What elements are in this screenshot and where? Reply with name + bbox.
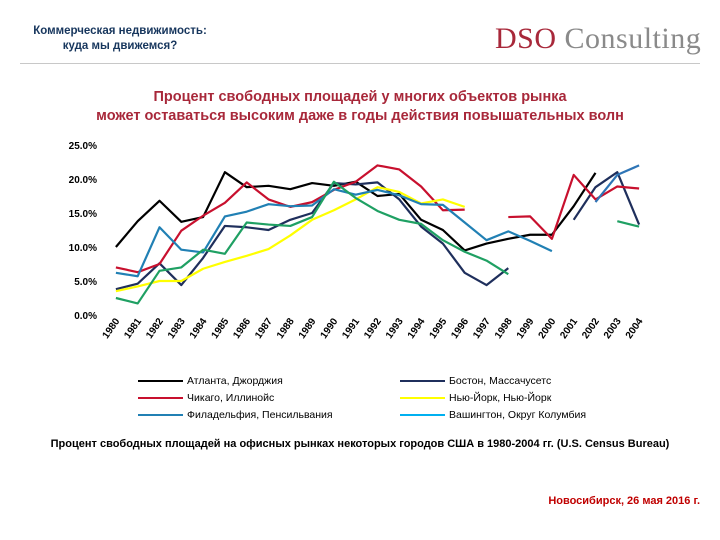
x-tick-label: 1998	[493, 316, 515, 341]
legend-label: Атланта, Джорджия	[187, 374, 283, 387]
legend-entry: Чикаго, Иллинойс	[138, 389, 333, 406]
x-tick-label: 1990	[319, 316, 341, 341]
x-tick-label: 1995	[428, 316, 450, 341]
x-tick-label: 1991	[340, 316, 362, 341]
subtitle-line-1: Коммерческая недвижимость:	[33, 25, 207, 37]
series-line-2	[508, 173, 640, 240]
x-tick-label: 1981	[122, 316, 144, 341]
x-tick-label: 1994	[406, 316, 428, 341]
legend-swatch	[400, 413, 445, 416]
legend-swatch	[400, 396, 445, 399]
y-tick-label: 25.0%	[69, 141, 97, 152]
y-tick-label: 5.0%	[74, 277, 97, 288]
presentation-subtitle: Коммерческая недвижимость: куда мы движе…	[20, 24, 220, 54]
series-line-6	[115, 180, 509, 305]
series-line-4	[115, 188, 553, 278]
slide-title: Процент свободных площадей у многих объе…	[0, 88, 720, 126]
legend-label: Вашингтон, Округ Колумбия	[449, 408, 587, 421]
x-tick-label: 2004	[624, 316, 646, 341]
x-tick-label: 2003	[602, 316, 624, 341]
x-tick-label: 1984	[188, 316, 210, 341]
slide-title-line-2: может оставаться высоким даже в годы дей…	[96, 108, 624, 124]
footer-date: Новосибирск, 26 мая 2016 г.	[548, 495, 700, 507]
legend-entry: Атланта, Джорджия	[138, 372, 333, 389]
legend-right-column: Бостон, Массачусетс Нью-Йорк, Нью-Йорк Ваш…	[400, 372, 586, 423]
legend-label: Филадельфия, Пенсильвания	[187, 408, 333, 421]
x-tick-label: 1986	[231, 316, 253, 341]
series-line-7	[594, 164, 640, 203]
x-tick-label: 2001	[558, 316, 580, 341]
x-tick-label: 1989	[297, 316, 319, 341]
vacancy-line-chart: 0.0% 5.0% 10.0% 15.0% 20.0% 25.0% 1980 1981 1982…	[69, 141, 646, 341]
x-tick-label: 1996	[449, 316, 471, 341]
chart-caption: Процент свободных площадей на офисных ры…	[50, 438, 670, 450]
brand-logo-consulting: Consulting	[556, 22, 702, 55]
x-tick-label: 2000	[537, 316, 559, 341]
series-line-6	[617, 220, 640, 228]
brand-logo-dso: DSO	[495, 22, 557, 55]
x-tick-label: 2002	[580, 316, 602, 341]
legend-entry: Вашингтон, Округ Колумбия	[400, 406, 586, 423]
x-tick-label: 1985	[210, 316, 232, 341]
y-tick-label: 10.0%	[69, 243, 97, 254]
x-tick-label: 1987	[253, 316, 275, 341]
legend-label: Чикаго, Иллинойс	[187, 391, 275, 404]
legend-label: Нью-Йорк, Нью-Йорк	[449, 391, 552, 404]
legend-entry: Бостон, Массачусетс	[400, 372, 586, 389]
x-tick-label: 1997	[471, 316, 493, 341]
legend-label: Бостон, Массачусетс	[449, 374, 552, 387]
legend-swatch	[138, 396, 183, 399]
x-tick-label: 1993	[384, 316, 406, 341]
brand-logo: DSO Consulting	[495, 22, 701, 56]
x-tick-label: 1999	[515, 316, 537, 341]
legend-swatch	[138, 379, 183, 382]
legend-swatch	[138, 413, 183, 416]
legend-entry: Филадельфия, Пенсильвания	[138, 406, 333, 423]
subtitle-line-2: куда мы движемся?	[62, 40, 178, 52]
x-tick-label: 1983	[166, 316, 188, 341]
y-tick-label: 0.0%	[74, 311, 97, 322]
x-tick-label: 1992	[362, 316, 384, 341]
slide-title-line-1: Процент свободных площадей у многих объе…	[153, 89, 567, 105]
y-tick-label: 15.0%	[69, 209, 97, 220]
header-divider	[20, 63, 700, 64]
y-tick-label: 20.0%	[69, 175, 97, 186]
series-line-1	[572, 171, 641, 225]
series-line-3	[115, 186, 466, 293]
x-tick-label: 1980	[101, 316, 123, 341]
legend-entry: Нью-Йорк, Нью-Йорк	[400, 389, 586, 406]
legend-left-column: Атланта, Джорджия Чикаго, Иллинойс Филадел…	[138, 372, 333, 423]
series-line-1	[115, 181, 509, 291]
x-tick-label: 1982	[144, 316, 166, 341]
x-tick-label: 1988	[275, 316, 297, 341]
legend-swatch	[400, 379, 445, 382]
